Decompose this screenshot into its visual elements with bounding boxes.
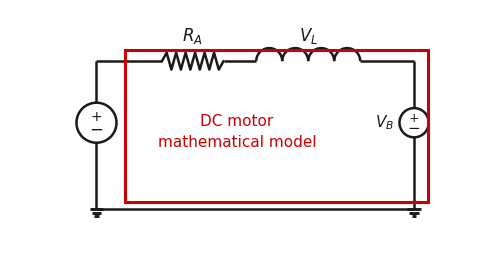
Circle shape (76, 103, 116, 143)
Text: +: + (409, 112, 420, 125)
Text: $V_L$: $V_L$ (298, 26, 318, 46)
Bar (126, 49, 428, 202)
Text: DC motor
mathematical model: DC motor mathematical model (158, 114, 316, 150)
Text: −: − (90, 120, 104, 138)
Text: $R_A$: $R_A$ (182, 26, 203, 46)
Text: +: + (90, 110, 102, 124)
Circle shape (400, 108, 428, 137)
Text: $V_B$: $V_B$ (374, 113, 394, 132)
Text: −: − (408, 121, 420, 136)
